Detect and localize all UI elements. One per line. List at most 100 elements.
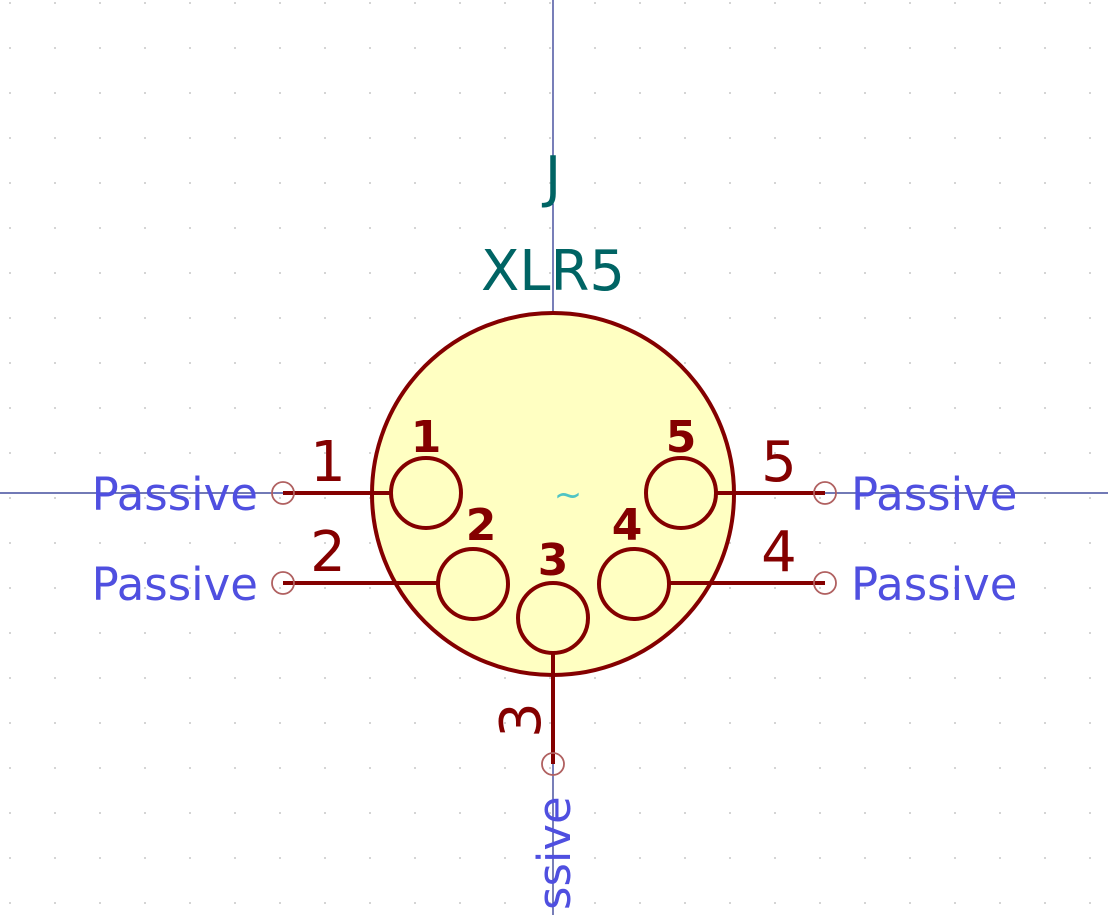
grid-dot bbox=[99, 542, 101, 544]
grid-dot bbox=[504, 2, 506, 4]
grid-dot bbox=[504, 722, 506, 724]
grid-dot bbox=[819, 137, 821, 139]
grid-dot bbox=[9, 902, 11, 904]
grid-dot bbox=[414, 92, 416, 94]
grid-dot bbox=[234, 632, 236, 634]
grid-dot bbox=[774, 497, 776, 499]
grid-dot bbox=[594, 92, 596, 94]
grid-dot bbox=[414, 362, 416, 364]
grid-dot bbox=[684, 677, 686, 679]
grid-dot bbox=[954, 677, 956, 679]
grid-dot bbox=[279, 362, 281, 364]
grid-dot bbox=[234, 362, 236, 364]
grid-dot bbox=[819, 452, 821, 454]
grid-dot bbox=[234, 92, 236, 94]
grid-dot bbox=[999, 902, 1001, 904]
grid-dot bbox=[1089, 812, 1091, 814]
grid-dot bbox=[1044, 137, 1046, 139]
pin-5-end-marker[interactable] bbox=[813, 481, 837, 505]
pin-2-end-marker[interactable] bbox=[271, 571, 295, 595]
grid-dot bbox=[369, 2, 371, 4]
grid-dot bbox=[189, 317, 191, 319]
grid-dot bbox=[414, 722, 416, 724]
grid-dot bbox=[504, 227, 506, 229]
grid-dot bbox=[729, 92, 731, 94]
grid-dot bbox=[54, 362, 56, 364]
grid-dot bbox=[54, 497, 56, 499]
grid-dot bbox=[234, 452, 236, 454]
xlr5-symbol[interactable]: 1 2 3 4 5 1 2 4 5 3 ~ bbox=[283, 311, 825, 764]
grid-dot bbox=[1044, 722, 1046, 724]
grid-dot bbox=[684, 362, 686, 364]
grid-dot bbox=[234, 47, 236, 49]
grid-dot bbox=[1044, 227, 1046, 229]
grid-dot bbox=[144, 587, 146, 589]
grid-dot bbox=[279, 542, 281, 544]
grid-dot bbox=[774, 452, 776, 454]
grid-dot bbox=[594, 767, 596, 769]
grid-dot bbox=[459, 812, 461, 814]
grid-dot bbox=[549, 182, 551, 184]
grid-dot bbox=[234, 857, 236, 859]
grid-dot bbox=[459, 137, 461, 139]
grid-dot bbox=[954, 272, 956, 274]
grid-dot bbox=[594, 272, 596, 274]
grid-dot bbox=[954, 92, 956, 94]
grid-dot bbox=[369, 542, 371, 544]
grid-dot bbox=[99, 137, 101, 139]
grid-dot bbox=[639, 2, 641, 4]
value-field[interactable]: XLR5 bbox=[481, 239, 625, 304]
grid-dot bbox=[909, 677, 911, 679]
grid-dot bbox=[414, 902, 416, 904]
grid-dot bbox=[324, 137, 326, 139]
grid-dot bbox=[549, 272, 551, 274]
grid-dot bbox=[414, 227, 416, 229]
grid-dot bbox=[909, 407, 911, 409]
grid-dot bbox=[279, 182, 281, 184]
grid-dot bbox=[909, 362, 911, 364]
grid-dot bbox=[189, 812, 191, 814]
grid-dot bbox=[684, 137, 686, 139]
grid-dot bbox=[9, 182, 11, 184]
grid-dot bbox=[954, 47, 956, 49]
grid-dot bbox=[1089, 182, 1091, 184]
grid-dot bbox=[684, 182, 686, 184]
grid-dot bbox=[864, 902, 866, 904]
grid-dot bbox=[774, 902, 776, 904]
grid-dot bbox=[774, 857, 776, 859]
grid-dot bbox=[684, 812, 686, 814]
grid-dot bbox=[909, 587, 911, 589]
pin-3-end-marker[interactable] bbox=[541, 752, 565, 776]
grid-dot bbox=[99, 407, 101, 409]
grid-dot bbox=[729, 317, 731, 319]
grid-dot bbox=[1089, 362, 1091, 364]
grid-dot bbox=[954, 2, 956, 4]
grid-dot bbox=[459, 317, 461, 319]
grid-dot bbox=[639, 182, 641, 184]
grid-dot bbox=[594, 137, 596, 139]
reference-designator[interactable]: J bbox=[542, 145, 562, 210]
grid-dot bbox=[1089, 227, 1091, 229]
grid-dot bbox=[864, 2, 866, 4]
grid-dot bbox=[909, 812, 911, 814]
grid-dot bbox=[189, 902, 191, 904]
grid-dot bbox=[864, 632, 866, 634]
grid-dot bbox=[774, 407, 776, 409]
grid-dot bbox=[999, 2, 1001, 4]
pin-3-number: 3 bbox=[489, 702, 554, 738]
grid-dot bbox=[369, 362, 371, 364]
grid-dot bbox=[9, 272, 11, 274]
pin-2-socket bbox=[436, 547, 510, 621]
grid-dot bbox=[909, 272, 911, 274]
grid-dot bbox=[459, 272, 461, 274]
grid-dot bbox=[729, 227, 731, 229]
grid-dot bbox=[189, 452, 191, 454]
pin-1-end-marker[interactable] bbox=[271, 481, 295, 505]
grid-dot bbox=[954, 137, 956, 139]
grid-dot bbox=[279, 767, 281, 769]
grid-dot bbox=[864, 722, 866, 724]
grid-dot bbox=[909, 767, 911, 769]
grid-dot bbox=[189, 137, 191, 139]
pin-4-end-marker[interactable] bbox=[813, 571, 837, 595]
